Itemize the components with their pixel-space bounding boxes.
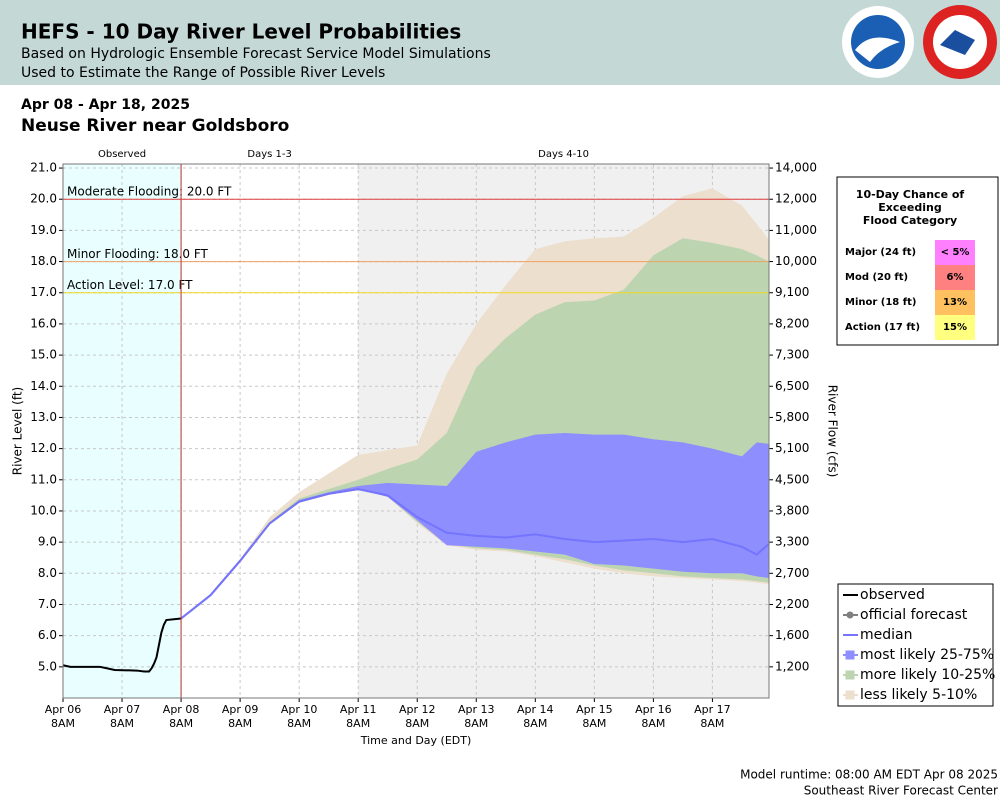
x-axis-label: Time and Day (EDT) xyxy=(360,734,472,747)
exceedance-chance: < 5% xyxy=(941,247,970,258)
x-tick-label: Apr 13 8AM xyxy=(458,703,495,730)
region-label: Days 4-10 xyxy=(538,149,589,160)
y-tick-label: 12.0 xyxy=(30,441,57,455)
x-tick-label: Apr 08 8AM xyxy=(163,703,200,730)
y-tick-label: 16.0 xyxy=(30,316,57,330)
exceedance-title: 10-Day Chance of xyxy=(856,188,965,201)
y-axis-label: River Level (ft) xyxy=(11,387,25,475)
y2-tick-label: 12,000 xyxy=(775,192,817,206)
legend-swatch xyxy=(845,670,855,680)
exceedance-cell xyxy=(935,290,975,315)
legend-label: more likely 10-25% xyxy=(860,667,995,683)
y-tick-label: 21.0 xyxy=(30,161,57,175)
legend-label: observed xyxy=(860,587,925,603)
y2-tick-label: 6,500 xyxy=(775,379,809,393)
region-label: Observed xyxy=(98,149,146,160)
header-band xyxy=(0,0,1000,85)
x-tick-label: Apr 16 8AM xyxy=(635,703,672,730)
y2-tick-label: 4,500 xyxy=(775,472,809,486)
flood-label: Action Level: 17.0 FT xyxy=(67,278,193,292)
y2-tick-label: 5,100 xyxy=(775,441,809,455)
exceedance-cell xyxy=(935,265,975,290)
y-tick-label: 5.0 xyxy=(38,659,57,673)
legend-label: less likely 5-10% xyxy=(860,687,977,703)
y-tick-label: 20.0 xyxy=(30,192,57,206)
y2-tick-label: 11,000 xyxy=(775,223,817,237)
y2-tick-label: 3,300 xyxy=(775,535,809,549)
y-tick-label: 17.0 xyxy=(30,285,57,299)
x-tick-label: Apr 11 8AM xyxy=(340,703,377,730)
legend-label: most likely 25-75% xyxy=(860,647,994,663)
exceedance-category: Minor (18 ft) xyxy=(845,297,916,308)
exceedance-cell xyxy=(935,240,975,265)
y2-tick-label: 14,000 xyxy=(775,161,817,175)
nws-logo xyxy=(923,5,997,79)
region xyxy=(181,164,359,698)
flood-label: Minor Flooding: 18.0 FT xyxy=(67,247,209,261)
y-tick-label: 8.0 xyxy=(38,566,57,580)
x-tick-label: Apr 09 8AM xyxy=(222,703,259,730)
legend-label: official forecast xyxy=(860,607,968,623)
probability-band xyxy=(181,433,769,619)
y-tick-label: 15.0 xyxy=(30,348,57,362)
exceedance-category: Action (17 ft) xyxy=(845,322,920,333)
y-tick-label: 13.0 xyxy=(30,410,57,424)
legend-swatch xyxy=(845,650,855,660)
flood-label: Moderate Flooding: 20.0 FT xyxy=(67,185,232,199)
date-range: Apr 08 - Apr 18, 2025 xyxy=(21,97,190,113)
location: Neuse River near Goldsboro xyxy=(21,116,289,136)
y-tick-label: 19.0 xyxy=(30,223,57,237)
y2-tick-label: 7,300 xyxy=(775,348,809,362)
exceedance-chance: 15% xyxy=(943,322,967,333)
y-tick-label: 18.0 xyxy=(30,254,57,268)
exceedance-chance: 6% xyxy=(947,272,964,283)
y-tick-label: 14.0 xyxy=(30,379,57,393)
y2-tick-label: 5,800 xyxy=(775,410,809,424)
y2-tick-label: 1,200 xyxy=(775,659,809,673)
legend-box xyxy=(837,583,994,707)
y2-tick-label: 1,600 xyxy=(775,628,809,642)
exceedance-title: Exceeding xyxy=(878,201,941,214)
y-tick-label: 11.0 xyxy=(30,472,57,486)
y2-tick-label: 8,200 xyxy=(775,316,809,330)
subtitle: Based on Hydrologic Ensemble Forecast Se… xyxy=(21,46,491,62)
x-tick-label: Apr 10 8AM xyxy=(281,703,318,730)
plot-frame xyxy=(62,163,770,699)
x-tick-label: Apr 06 8AM xyxy=(45,703,82,730)
exceedance-category: Major (24 ft) xyxy=(845,247,916,258)
subtitle: Used to Estimate the Range of Possible R… xyxy=(21,65,385,81)
footer: Model runtime: 08:00 AM EDT Apr 08 2025 xyxy=(740,768,998,782)
footer: Southeast River Forecast Center xyxy=(804,784,998,798)
y2-axis-label: River Flow (cfs) xyxy=(826,385,840,478)
exceedance-title: Flood Category xyxy=(863,214,957,227)
x-tick-label: Apr 07 8AM xyxy=(104,703,141,730)
y2-tick-label: 9,100 xyxy=(775,285,809,299)
x-tick-label: Apr 15 8AM xyxy=(576,703,613,730)
y-tick-label: 10.0 xyxy=(30,503,57,517)
exceedance-chance: 13% xyxy=(943,297,967,308)
x-tick-label: Apr 12 8AM xyxy=(399,703,436,730)
y2-tick-label: 2,200 xyxy=(775,597,809,611)
y-tick-label: 6.0 xyxy=(38,628,57,642)
noaa-logo xyxy=(842,6,914,78)
x-tick-label: Apr 17 8AM xyxy=(694,703,731,730)
y-tick-label: 7.0 xyxy=(38,597,57,611)
exceedance-cell xyxy=(935,315,975,340)
legend-swatch xyxy=(845,690,855,700)
y-tick-label: 9.0 xyxy=(38,535,57,549)
series-line xyxy=(180,488,770,620)
x-tick-label: Apr 14 8AM xyxy=(517,703,554,730)
series-line xyxy=(62,617,182,673)
exceedance-category: Mod (20 ft) xyxy=(845,272,908,283)
y2-tick-label: 2,700 xyxy=(775,566,809,580)
region-label: Days 1-3 xyxy=(247,149,291,160)
legend-label: median xyxy=(860,627,912,643)
legend-swatch-dot xyxy=(846,611,854,619)
y2-tick-label: 10,000 xyxy=(775,254,817,268)
chart-title: HEFS - 10 Day River Level Probabilities xyxy=(21,20,461,44)
y2-tick-label: 3,800 xyxy=(775,503,809,517)
